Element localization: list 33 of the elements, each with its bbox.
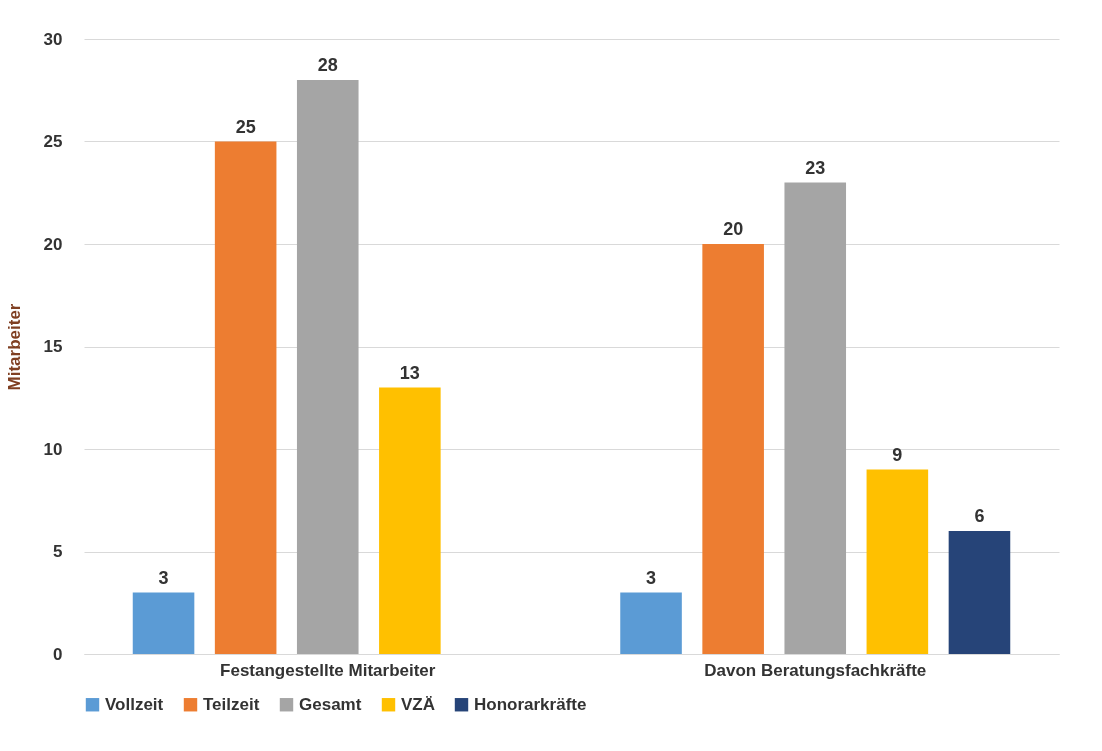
- y-tick-label: 30: [43, 29, 63, 49]
- data-label: 9: [892, 444, 903, 465]
- bar: [214, 141, 277, 654]
- bar: [948, 531, 1011, 654]
- bar: [784, 182, 847, 654]
- legend-label: Honorarkräfte: [474, 694, 587, 714]
- y-tick-label: 20: [43, 234, 63, 254]
- y-tick-label: 25: [43, 132, 63, 151]
- x-tick-label: Festangestellte Mitarbeiter: [220, 660, 436, 680]
- data-label: 13: [399, 362, 420, 383]
- bar: [379, 387, 441, 654]
- y-tick-label: 0: [53, 644, 63, 664]
- data-label: 25: [235, 116, 256, 137]
- y-tick-label: 5: [53, 542, 63, 561]
- legend-label: VZÄ: [401, 694, 435, 714]
- legend-label: Gesamt: [299, 694, 362, 714]
- x-tick-label: Davon Beratungsfachkräfte: [704, 660, 927, 680]
- data-label: 6: [974, 506, 985, 526]
- y-axis-title: Mitarbeiter: [4, 303, 24, 391]
- y-tick-label: 10: [43, 439, 63, 459]
- bar: [620, 592, 682, 654]
- data-label: 3: [646, 567, 657, 588]
- data-label: 23: [805, 157, 826, 178]
- y-tick-label: 15: [43, 337, 63, 356]
- bar: [296, 80, 359, 654]
- legend-label: Vollzeit: [105, 694, 164, 714]
- data-label: 3: [158, 567, 169, 588]
- bar: [702, 244, 764, 654]
- bar: [866, 469, 929, 654]
- data-label: 20: [723, 219, 744, 239]
- bar: [132, 592, 195, 654]
- legend-label: Teilzeit: [203, 694, 260, 714]
- data-label: 28: [317, 55, 338, 75]
